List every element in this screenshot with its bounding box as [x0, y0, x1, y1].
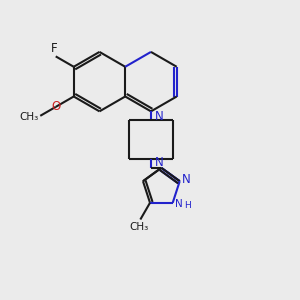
Text: H: H: [184, 201, 191, 210]
Text: CH₃: CH₃: [129, 222, 148, 232]
Text: CH₃: CH₃: [20, 112, 39, 122]
Text: O: O: [51, 100, 60, 113]
Text: N: N: [154, 110, 163, 123]
Text: N: N: [182, 173, 191, 186]
Text: N: N: [154, 156, 163, 169]
Text: F: F: [51, 42, 58, 55]
Text: N: N: [175, 199, 183, 209]
